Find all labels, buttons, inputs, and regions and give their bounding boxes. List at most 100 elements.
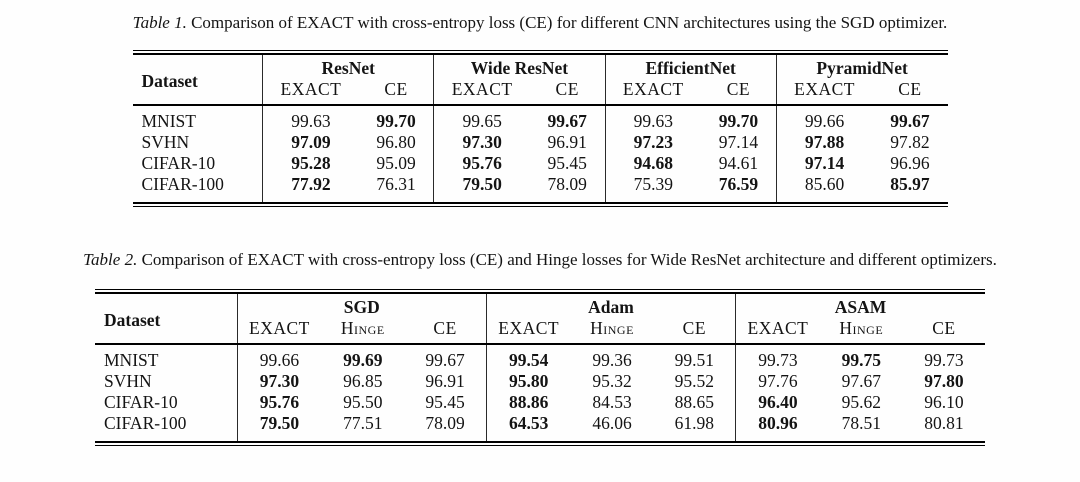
data-cell: 88.65 [674,392,715,412]
table2-caption-text: Comparison of EXACT with cross-entropy l… [141,250,997,269]
column-header-exact: EXACT [735,318,820,345]
data-cell: 96.91 [425,371,465,391]
table-row: SVHN 97.30 96.85 96.91 95.80 95.32 95.52… [95,371,985,392]
dataset-label: MNIST [104,350,159,370]
group-header-efficientnet: EfficientNet [604,54,777,79]
paper-page: Table 1. Comparison of EXACT with cross-… [0,12,1080,446]
column-header-hinge: Hinge [570,318,654,345]
table2-caption: Table 2. Comparison of EXACT with cross-… [0,249,1080,271]
data-cell: 97.30 [236,371,322,392]
column-header-exact: EXACT [604,79,702,106]
data-cell: 99.66 [236,344,322,371]
dataset-label: SVHN [141,132,190,152]
data-cell: 96.40 [735,392,820,413]
data-cell: 94.61 [718,153,759,173]
table-row: CIFAR-100 77.92 76.31 79.50 78.09 75.39 … [133,174,948,203]
data-cell: 99.75 [841,350,881,370]
data-cell: 78.09 [547,174,587,194]
data-cell: 95.62 [841,392,881,412]
table1: Dataset ResNet Wide ResNet EfficientNet … [132,50,948,207]
column-header-hinge: Hinge [321,318,405,345]
data-cell: 99.54 [485,344,571,371]
column-header-ce: CE [701,79,777,106]
group-header-adam: Adam [485,293,736,318]
table1-subheader-row: EXACT CE EXACT CE EXACT CE EXACT CE [133,79,948,106]
table1-grid: Dataset ResNet Wide ResNet EfficientNet … [132,53,948,204]
data-cell: 99.73 [924,350,964,370]
data-cell: 78.51 [841,413,881,433]
data-cell: 79.50 [236,413,322,442]
data-cell: 96.10 [924,392,964,412]
data-cell: 99.70 [376,111,416,131]
data-cell: 95.50 [343,392,383,412]
data-cell: 97.67 [841,371,881,391]
table2-grid: Dataset SGD Adam ASAM EXACT Hinge CE EXA… [95,292,985,443]
table1-caption: Table 1. Comparison of EXACT with cross-… [0,12,1080,34]
column-header-exact: EXACT [485,318,571,345]
data-cell: 99.63 [262,105,359,132]
data-cell: 84.53 [592,392,632,412]
data-cell: 99.73 [735,344,820,371]
data-cell: 64.53 [485,413,571,442]
dataset-label: CIFAR-10 [104,392,178,412]
data-cell: 99.70 [718,111,759,131]
data-cell: 95.32 [592,371,632,391]
data-cell: 85.97 [890,174,930,194]
column-header-ce: CE [404,318,487,345]
data-cell: 85.60 [775,174,873,203]
group-header-wide-resnet: Wide ResNet [433,54,606,79]
group-header-pyramidnet: PyramidNet [775,54,948,79]
data-cell: 95.80 [485,371,571,392]
data-cell: 97.14 [775,153,873,174]
column-header-exact: EXACT [262,79,359,106]
data-cell: 97.88 [775,132,873,153]
column-header-dataset: Dataset [95,293,238,345]
data-cell: 95.76 [236,392,322,413]
table-row: SVHN 97.09 96.80 97.30 96.91 97.23 97.14… [133,132,948,153]
data-cell: 99.69 [343,350,383,370]
data-cell: 99.36 [592,350,632,370]
data-cell: 95.28 [262,153,359,174]
data-cell: 96.96 [890,153,930,173]
data-cell: 75.39 [604,174,702,203]
table-row: CIFAR-100 79.50 77.51 78.09 64.53 46.06 … [95,413,985,442]
data-cell: 88.86 [485,392,571,413]
column-header-ce: CE [358,79,434,106]
dataset-label: MNIST [141,111,196,131]
data-cell: 78.09 [425,413,465,433]
data-cell: 96.91 [547,132,587,152]
table2-caption-label: Table 2. [83,250,138,269]
data-cell: 99.66 [775,105,873,132]
data-cell: 77.92 [262,174,359,203]
data-cell: 95.52 [674,371,715,391]
table-row: MNIST 99.66 99.69 99.67 99.54 99.36 99.5… [95,344,985,371]
data-cell: 95.45 [547,153,587,173]
column-header-dataset: Dataset [132,54,263,106]
data-cell: 94.68 [604,153,702,174]
data-cell: 95.45 [425,392,465,412]
data-cell: 79.50 [433,174,530,203]
table2-group-header-row: Dataset SGD Adam ASAM [95,293,985,345]
column-header-ce: CE [872,79,948,106]
data-cell: 97.09 [262,132,359,153]
data-cell: 97.80 [924,371,964,391]
group-header-sgd: SGD [236,293,487,318]
data-cell: 99.65 [433,105,530,132]
data-cell: 76.31 [376,174,416,194]
dataset-label: CIFAR-100 [104,413,187,433]
table2-subheader-row: EXACT Hinge CE EXACT Hinge CE EXACT Hing… [95,318,985,345]
dataset-label: CIFAR-10 [141,153,216,173]
column-header-ce: CE [902,318,985,345]
data-cell: 99.67 [890,111,930,131]
data-cell: 97.76 [735,371,820,392]
table-row: MNIST 99.63 99.70 99.65 99.67 99.63 99.7… [133,105,948,132]
column-header-exact: EXACT [433,79,530,106]
column-header-ce: CE [529,79,606,106]
table2: Dataset SGD Adam ASAM EXACT Hinge CE EXA… [95,289,985,446]
data-cell: 97.82 [890,132,930,152]
data-cell: 99.51 [674,350,715,370]
data-cell: 95.76 [433,153,530,174]
dataset-label: CIFAR-100 [141,174,224,194]
dataset-label: SVHN [104,371,152,391]
table-row: CIFAR-10 95.28 95.09 95.76 95.45 94.68 9… [133,153,948,174]
